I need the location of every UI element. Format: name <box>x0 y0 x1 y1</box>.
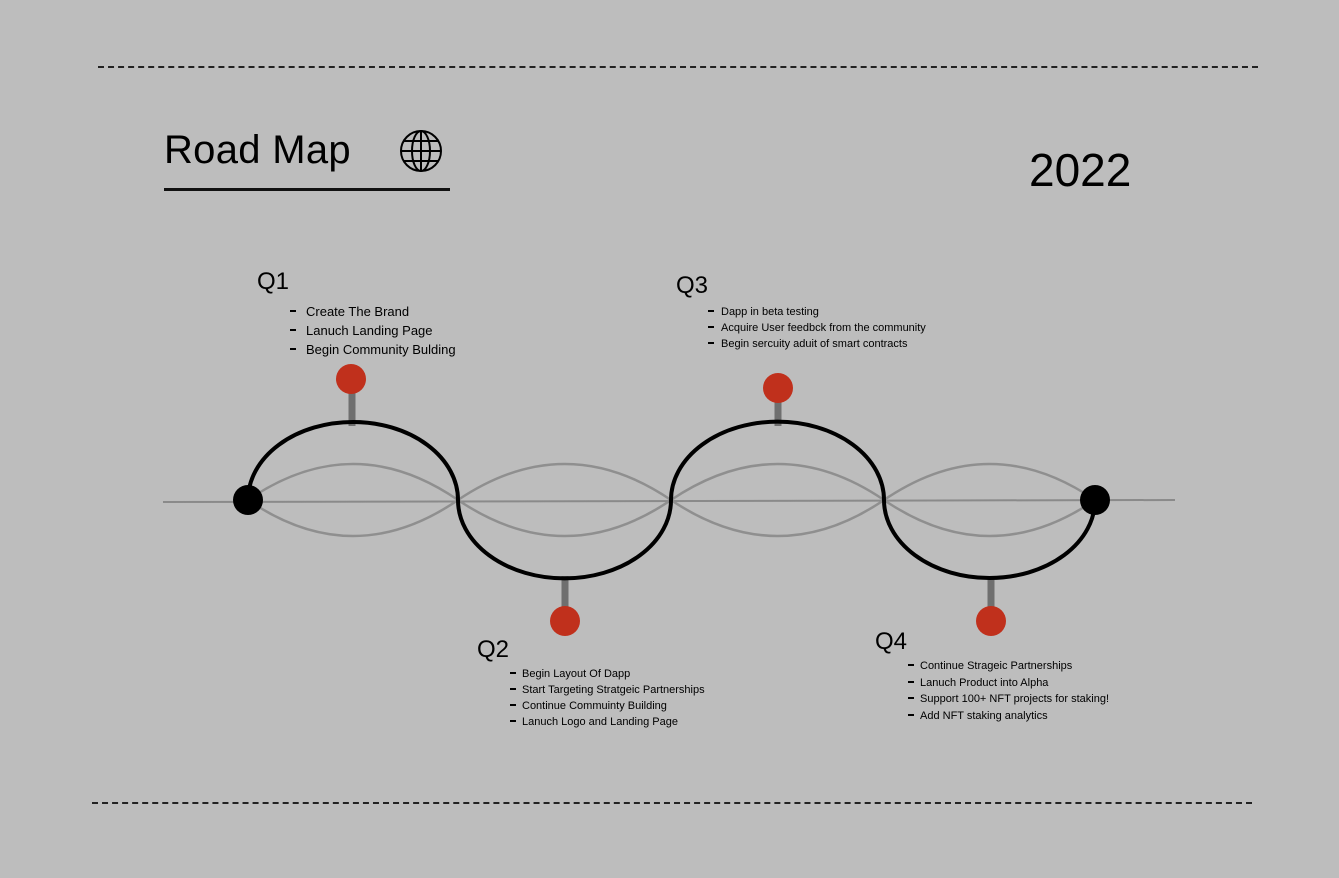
list-item: Lanuch Landing Page <box>290 321 456 340</box>
bottom-dashed-divider <box>92 802 1252 804</box>
milestone-q4 <box>976 606 1006 636</box>
list-item: Acquire User feedbck from the community <box>708 320 926 336</box>
start-node <box>233 485 263 515</box>
quarter-q4: Q4 Continue Strageic Partnerships Lanuch… <box>875 628 1109 724</box>
bullet-dash <box>510 720 516 722</box>
milestone-q1 <box>336 364 366 394</box>
bullet-dash <box>290 309 296 312</box>
quarter-label: Q3 <box>676 272 709 299</box>
list-item: Support 100+ NFT projects for staking! <box>908 691 1109 708</box>
bullet-dash <box>708 342 714 344</box>
bullet-dash <box>908 697 914 700</box>
milestone-q3 <box>763 373 793 403</box>
list-item: Start Targeting Stratgeic Partnerships <box>510 682 705 698</box>
list-item: Continue Commuinty Building <box>510 698 705 714</box>
quarter-item-list: Begin Layout Of Dapp Start Targeting Str… <box>510 666 705 730</box>
list-item: Dapp in beta testing <box>708 304 926 320</box>
quarter-label: Q1 <box>257 268 290 295</box>
list-item: Add NFT staking analytics <box>908 708 1109 725</box>
bullet-dash <box>708 326 714 328</box>
main-wave <box>246 419 1097 581</box>
bullet-dash <box>290 347 296 350</box>
end-node <box>1080 485 1110 515</box>
bullet-dash <box>908 713 914 716</box>
list-item: Continue Strageic Partnerships <box>908 658 1109 675</box>
list-item: Lanuch Logo and Landing Page <box>510 714 705 730</box>
top-dashed-divider <box>98 66 1258 68</box>
year-label: 2022 <box>1029 144 1132 196</box>
bullet-dash <box>908 680 914 683</box>
bullet-dash <box>708 310 714 312</box>
title-underline <box>164 188 450 191</box>
quarter-q2: Q2 Begin Layout Of Dapp Start Targeting … <box>477 636 705 730</box>
quarter-label: Q4 <box>875 628 908 655</box>
quarter-q3: Q3 Dapp in beta testing Acquire User fee… <box>676 272 926 352</box>
list-item: Lanuch Product into Alpha <box>908 675 1109 692</box>
list-item: Create The Brand <box>290 302 456 321</box>
milestone-q2 <box>550 606 580 636</box>
bullet-dash <box>290 328 296 331</box>
bullet-dash <box>908 664 914 667</box>
quarter-item-list: Create The Brand Lanuch Landing Page Beg… <box>290 302 456 359</box>
list-item: Begin sercuity aduit of smart contracts <box>708 336 926 352</box>
page-title: Road Map <box>164 128 351 172</box>
list-item: Begin Community Bulding <box>290 340 456 359</box>
bullet-dash <box>510 672 516 674</box>
globe-icon <box>400 130 442 172</box>
quarter-item-list: Dapp in beta testing Acquire User feedbc… <box>708 304 926 352</box>
bullet-dash <box>510 688 516 690</box>
bullet-dash <box>510 704 516 706</box>
list-item: Begin Layout Of Dapp <box>510 666 705 682</box>
quarter-q1: Q1 Create The Brand Lanuch Landing Page … <box>257 268 456 359</box>
quarter-item-list: Continue Strageic Partnerships Lanuch Pr… <box>908 658 1109 724</box>
quarter-label: Q2 <box>477 636 510 663</box>
